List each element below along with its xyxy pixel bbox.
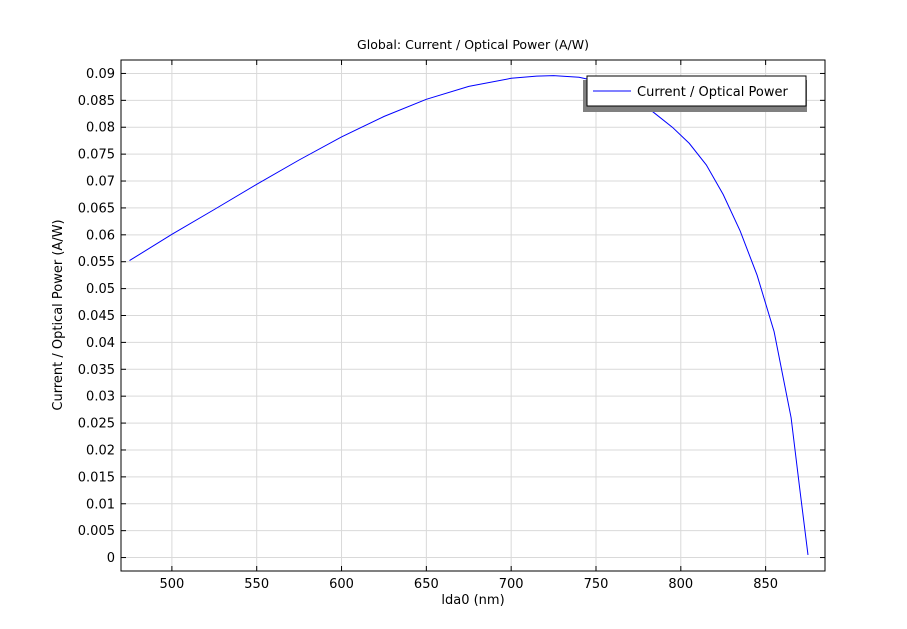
x-tick-label: 550 bbox=[244, 577, 269, 592]
x-axis-title: lda0 (nm) bbox=[441, 593, 504, 608]
legend-label: Current / Optical Power bbox=[637, 85, 788, 100]
y-tick-label: 0 bbox=[107, 551, 115, 566]
x-tick-label: 700 bbox=[499, 577, 524, 592]
y-tick-label: 0.015 bbox=[78, 470, 115, 485]
y-tick-label: 0.045 bbox=[78, 309, 115, 324]
y-axis: 0 0.005 0.01 0.015 0.02 0.025 0.03 0.035 0.04 0.0… bbox=[78, 67, 825, 566]
y-tick-label: 0.06 bbox=[86, 228, 115, 243]
x-tick-label: 800 bbox=[668, 577, 693, 592]
y-tick-label: 0.065 bbox=[78, 201, 115, 216]
y-tick-label: 0.05 bbox=[86, 282, 115, 297]
y-tick-label: 0.005 bbox=[78, 524, 115, 539]
x-tick-label: 850 bbox=[753, 577, 778, 592]
y-axis-title: Current / Optical Power (A/W) bbox=[51, 219, 66, 410]
x-tick-label: 500 bbox=[159, 577, 184, 592]
y-tick-label: 0.09 bbox=[86, 67, 115, 82]
y-tick-label: 0.08 bbox=[86, 121, 115, 136]
y-tick-label: 0.02 bbox=[86, 443, 115, 458]
y-tick-label: 0.01 bbox=[86, 497, 115, 512]
y-tick-label: 0.03 bbox=[86, 390, 115, 405]
x-tick-label: 600 bbox=[329, 577, 354, 592]
y-tick-label: 0.035 bbox=[78, 363, 115, 378]
y-tick-label: 0.07 bbox=[86, 175, 115, 190]
x-tick-label: 650 bbox=[414, 577, 439, 592]
chart-title: Global: Current / Optical Power (A/W) bbox=[357, 37, 589, 52]
y-tick-label: 0.055 bbox=[78, 255, 115, 270]
y-tick-label: 0.075 bbox=[78, 148, 115, 163]
y-tick-label: 0.085 bbox=[78, 94, 115, 109]
x-tick-label: 750 bbox=[584, 577, 609, 592]
x-axis: 500 550 600 650 700 750 800 850 bbox=[159, 60, 778, 592]
y-tick-label: 0.04 bbox=[86, 336, 115, 351]
legend: Current / Optical Power bbox=[583, 75, 807, 112]
y-tick-label: 0.025 bbox=[78, 417, 115, 432]
